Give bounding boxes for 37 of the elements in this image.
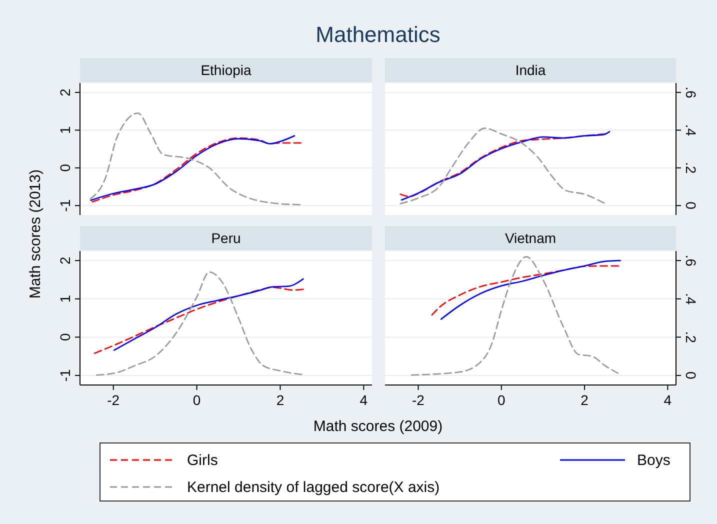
- y2-tick-label: 0: [683, 202, 699, 210]
- x-tick-label: -2: [412, 392, 425, 408]
- y2-tick-label: .6: [683, 254, 699, 267]
- legend-label: Kernel density of lagged score(X axis): [187, 479, 440, 496]
- chart-subtitle: India: [515, 62, 546, 78]
- x-tick-label: 0: [498, 392, 506, 408]
- chart-title: Mathematics: [316, 22, 440, 47]
- x-tick-label: -2: [107, 392, 120, 408]
- y-tick-label: -1: [57, 199, 73, 212]
- line-series: [94, 286, 304, 354]
- y2-tick-label: .4: [683, 293, 699, 305]
- chart-subtitle: Vietnam: [504, 230, 556, 246]
- legend-label: Girls: [187, 452, 218, 469]
- x-tick-label: 0: [192, 392, 201, 408]
- x-tick-label: 2: [580, 392, 589, 408]
- line-series: [114, 278, 304, 351]
- x-tick-label: 4: [360, 392, 368, 408]
- y-tick-label: 1: [57, 126, 73, 134]
- y-tick-label: 2: [57, 88, 73, 96]
- y2-tick-label: .4: [683, 124, 699, 136]
- y2-tick-label: .2: [683, 162, 699, 174]
- y2-tick-label: 0: [683, 372, 699, 380]
- chart-subtitle: Ethiopia: [200, 62, 252, 78]
- y-tick-label: -1: [57, 368, 73, 382]
- y-axis-title: Math scores (2013): [27, 169, 44, 299]
- legend-label: Boys: [637, 452, 670, 469]
- x-tick-label: 4: [664, 392, 672, 408]
- x-axis-title: Math scores (2009): [313, 418, 443, 435]
- chart-subtitle: Peru: [211, 230, 241, 246]
- y2-tick-label: .2: [683, 331, 699, 344]
- y-tick-label: 1: [57, 294, 73, 303]
- y-tick-label: 0: [57, 164, 73, 172]
- y2-tick-label: .6: [683, 86, 699, 98]
- y-tick-label: 2: [57, 256, 73, 264]
- line-series: [410, 256, 621, 376]
- y-tick-label: 0: [57, 333, 73, 342]
- x-tick-label: 2: [276, 392, 284, 408]
